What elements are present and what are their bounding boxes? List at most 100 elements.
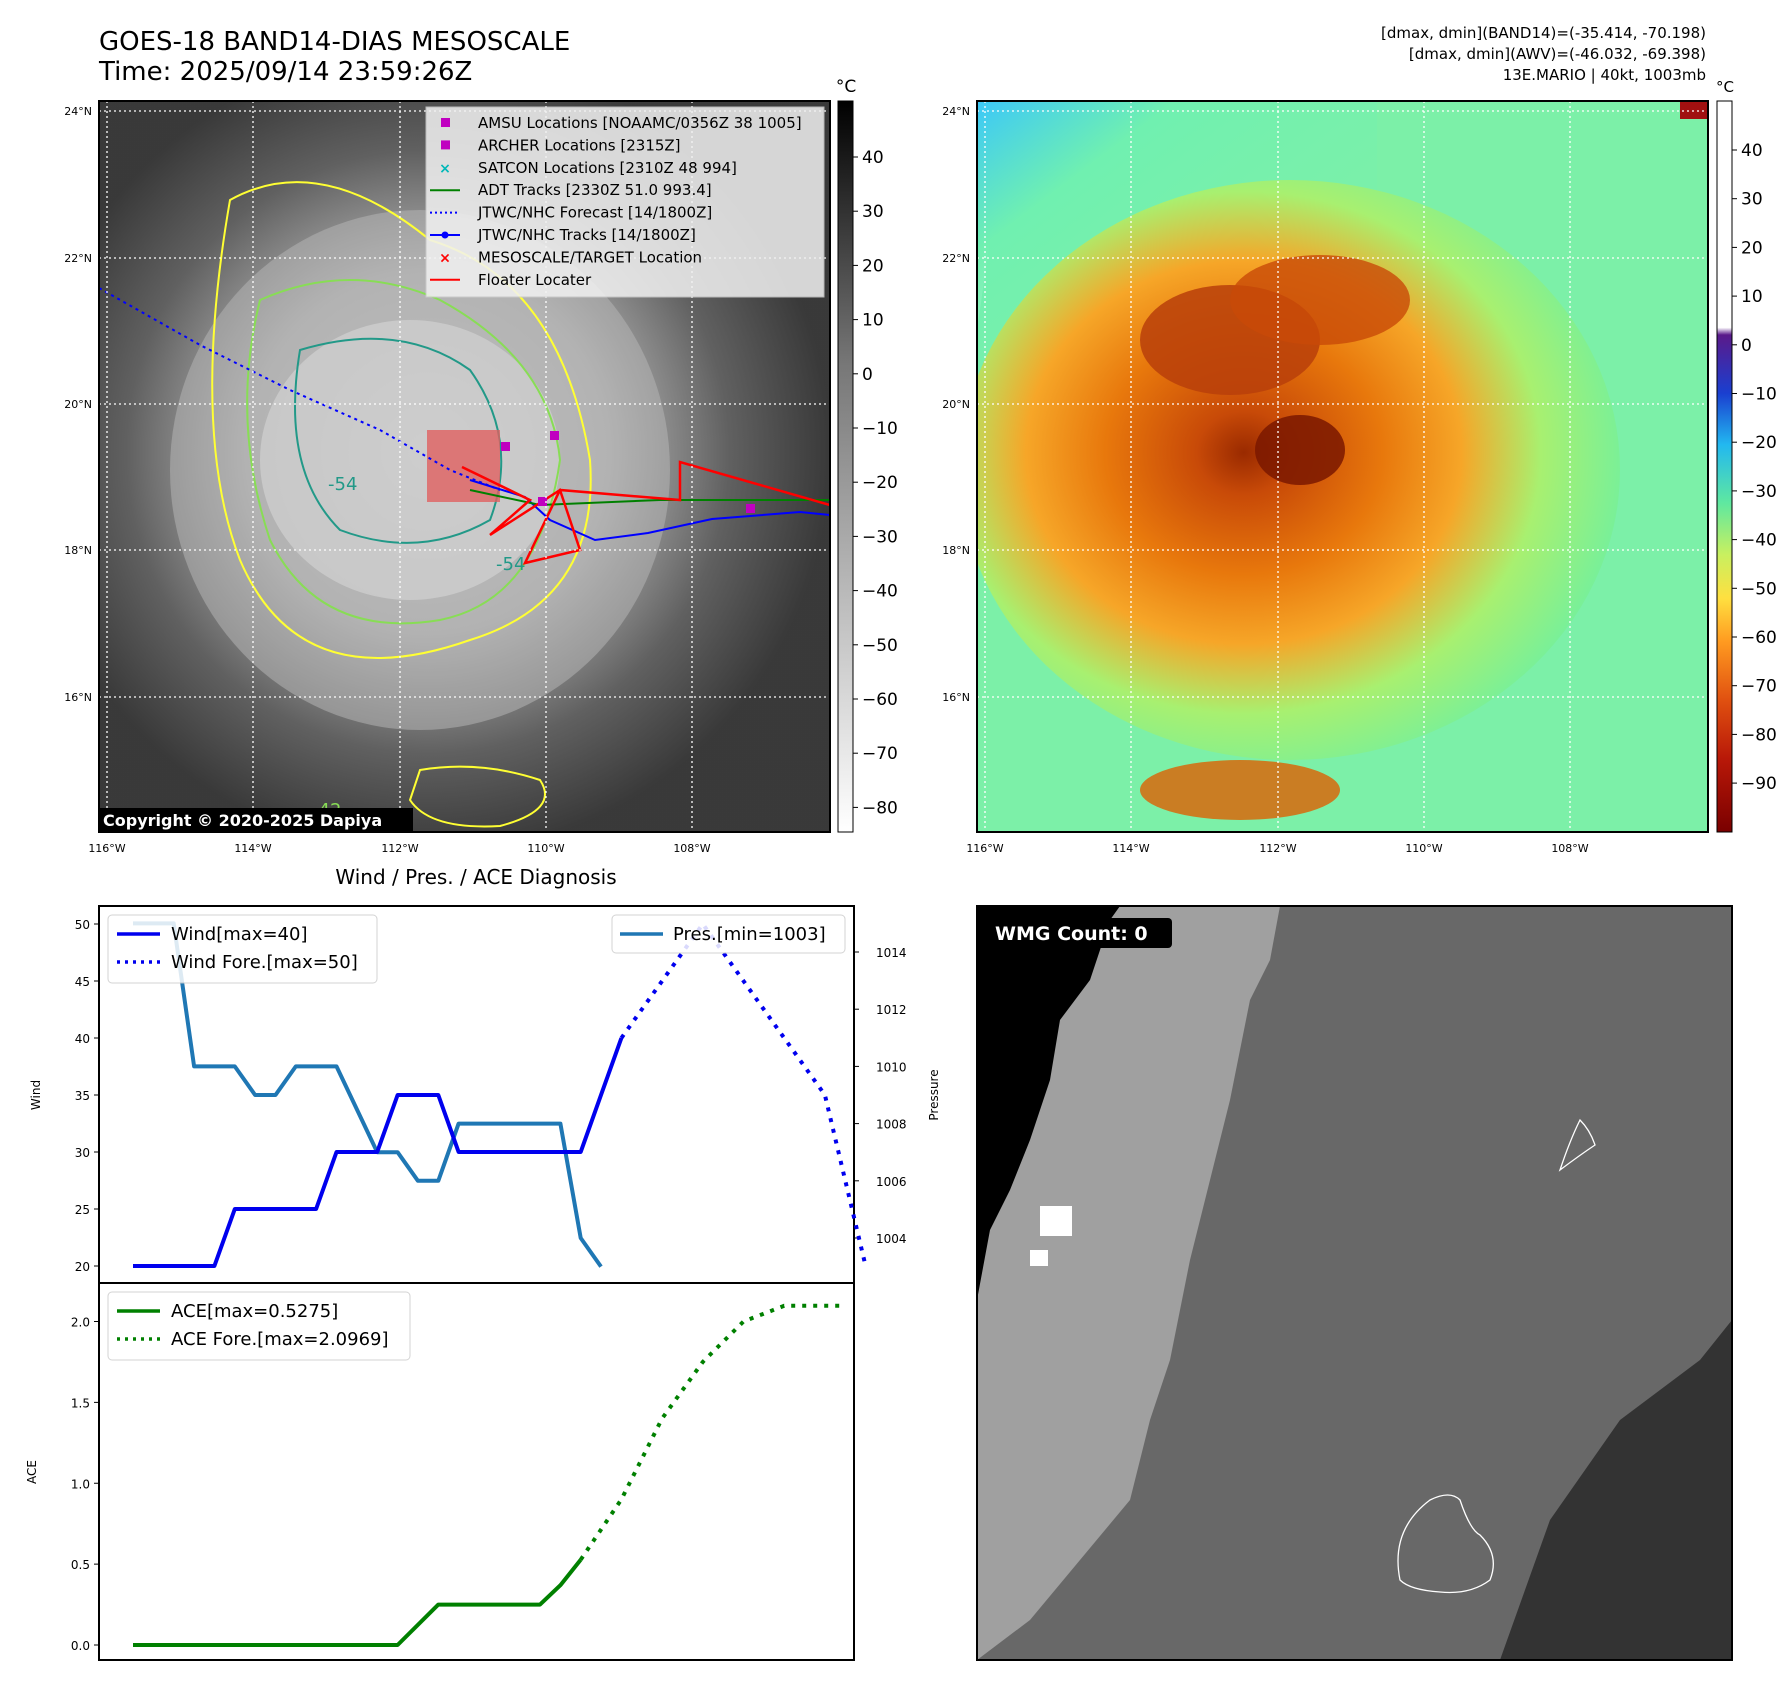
wind-ylabel: Wind	[29, 1080, 43, 1110]
colorbar-tick-label: 20	[862, 256, 884, 276]
colorbar-right	[1716, 100, 1733, 833]
legend-marker-square	[441, 118, 450, 127]
lon-label: 116°W	[966, 842, 1003, 855]
lon-label: 110°W	[527, 842, 564, 855]
colorbar-tick-label: 0	[862, 365, 873, 385]
colorbar-tick-label: −30	[862, 527, 898, 547]
wind-tick-label: 50	[75, 918, 90, 932]
legend-label: AMSU Locations [NOAAMC/0356Z 38 1005]	[478, 114, 802, 132]
color-cold-core	[1255, 415, 1345, 485]
lon-label: 108°W	[1551, 842, 1588, 855]
wind-tick-label: 40	[75, 1032, 90, 1046]
colorbar-tick-label: 10	[862, 311, 884, 331]
lat-label: 22°N	[64, 252, 92, 265]
copyright-box	[99, 808, 413, 832]
contour-yellow	[211, 181, 592, 659]
wind-fore-legend-label: Wind Fore.[max=50]	[171, 952, 358, 973]
wmg-count-box	[985, 918, 1172, 948]
colorbar-right-ticks: 40 30 20 10 0 −10 −20 −30 −40 −50 −60 −70 −80 −90	[1732, 141, 1777, 794]
wind-tick-label: 30	[75, 1146, 90, 1160]
wind-tick-label: 20	[75, 1260, 90, 1274]
color-map-panel	[977, 101, 1708, 832]
legend-label: JTWC/NHC Forecast [14/1800Z]	[477, 204, 712, 222]
pressure-legend-label: Pres.[min=1003]	[673, 924, 826, 945]
pressure-tick-label: 1004	[876, 1232, 907, 1246]
wind-tick-label: 25	[75, 1203, 90, 1217]
ace-tick-label: 0.0	[71, 1639, 90, 1653]
ir-lat-labels: 24°N 22°N 20°N 18°N 16°N	[64, 105, 92, 704]
colorbar-tick-label: −30	[1741, 482, 1777, 502]
wmg-island-outline-2	[1558, 1118, 1596, 1172]
lon-label: 114°W	[234, 842, 271, 855]
pressure-tick-label: 1006	[876, 1175, 907, 1189]
colorbar-tick-label: −50	[862, 636, 898, 656]
colorbar-tick-label: −60	[1741, 628, 1777, 648]
ace-axes-frame	[98, 1282, 855, 1661]
colorbar-tick-label: 10	[1741, 287, 1763, 307]
pressure-legend: Pres.[min=1003]	[611, 914, 846, 954]
lon-label: 112°W	[381, 842, 418, 855]
wind-legend: Wind[max=40] Wind Fore.[max=50]	[107, 914, 378, 984]
copyright-text: Copyright © 2020-2025 Dapiya	[103, 811, 382, 830]
ace-legend-label: ACE[max=0.5275]	[171, 1301, 338, 1322]
legend-label: JTWC/NHC Tracks [14/1800Z]	[477, 226, 696, 244]
ir-map-panel: -54 -54 -42 Copyright © 20	[99, 101, 830, 832]
amsu-marker-2	[538, 497, 547, 506]
ace-line	[133, 1558, 583, 1647]
lon-label: 112°W	[1259, 842, 1296, 855]
lat-label: 16°N	[64, 691, 92, 704]
ace-tick-label: 2.0	[71, 1316, 90, 1330]
contour-south	[408, 765, 546, 828]
colorbar-tick-label: 20	[1741, 238, 1763, 258]
contour-teal	[294, 337, 503, 544]
lat-label: 24°N	[942, 105, 970, 118]
legend-marker-square	[441, 140, 450, 150]
wmg-count-label: WMG Count: 0	[995, 923, 1148, 945]
colorbar-tick-label: 40	[862, 148, 884, 168]
colorbar-tick-label: −80	[1741, 725, 1777, 745]
colorbar-tick-label: −40	[1741, 531, 1777, 551]
wind-tick-label: 35	[75, 1089, 90, 1103]
colorbar-tick-label: −70	[862, 744, 898, 764]
colorbar-tick-label: −20	[1741, 433, 1777, 453]
wmg-black-region	[977, 906, 1120, 1300]
legend-marker-dot	[441, 231, 449, 239]
lat-label: 20°N	[942, 398, 970, 411]
color-cold-band-2	[1230, 255, 1410, 345]
ace-forecast-line	[579, 1303, 846, 1561]
wmg-white-patch-2	[1030, 1250, 1048, 1266]
lat-label: 18°N	[64, 544, 92, 557]
info-line2: [dmax, dmin](AWV)=(-46.032, -69.398)	[1409, 45, 1706, 63]
pressure-tick-label: 1014	[876, 946, 907, 960]
map-legend-items: AMSU Locations [NOAAMC/0356Z 38 1005] ARC…	[430, 114, 802, 289]
title-line2: Time: 2025/09/14 23:59:26Z	[98, 57, 472, 87]
lon-label: 114°W	[1112, 842, 1149, 855]
colorbar-tick-label: 0	[1741, 336, 1752, 356]
title-line1: GOES-18 BAND14-DIAS MESOSCALE	[99, 27, 570, 57]
lon-label: 108°W	[673, 842, 710, 855]
colorbar-tick-label: 30	[862, 202, 884, 222]
pressure-tick-label: 1012	[876, 1003, 907, 1017]
color-map-frame	[976, 100, 1709, 833]
amsu-marker-3	[746, 504, 755, 513]
colorbar-left	[837, 100, 854, 833]
colorbar-tick-label: −40	[862, 582, 898, 602]
archer-marker	[501, 442, 510, 451]
pressure-tick-label: 1010	[876, 1060, 907, 1074]
map-legend	[425, 106, 825, 298]
ace-legend: ACE[max=0.5275] ACE Fore.[max=2.0969]	[107, 1291, 411, 1361]
legend-marker-x: ×	[439, 161, 451, 177]
colorbar-tick-label: −50	[1741, 579, 1777, 599]
lat-label: 20°N	[64, 398, 92, 411]
wind-tick-label: 45	[75, 975, 90, 989]
colorbar-right-unit: °C	[1716, 78, 1734, 96]
colorbar-tick-label: −20	[862, 473, 898, 493]
wind-forecast-line	[619, 922, 868, 1267]
pressure-tick-label: 1008	[876, 1118, 907, 1132]
color-lat-labels: 24°N 22°N 20°N 18°N 16°N	[942, 105, 970, 704]
colorbar-tick-label: −90	[1741, 774, 1777, 794]
color-south-band	[1140, 760, 1340, 820]
contour-label-2: -54	[496, 554, 525, 575]
ace-fore-legend-label: ACE Fore.[max=2.0969]	[171, 1329, 389, 1350]
diag-title: Wind / Pres. / ACE Diagnosis	[335, 865, 616, 889]
